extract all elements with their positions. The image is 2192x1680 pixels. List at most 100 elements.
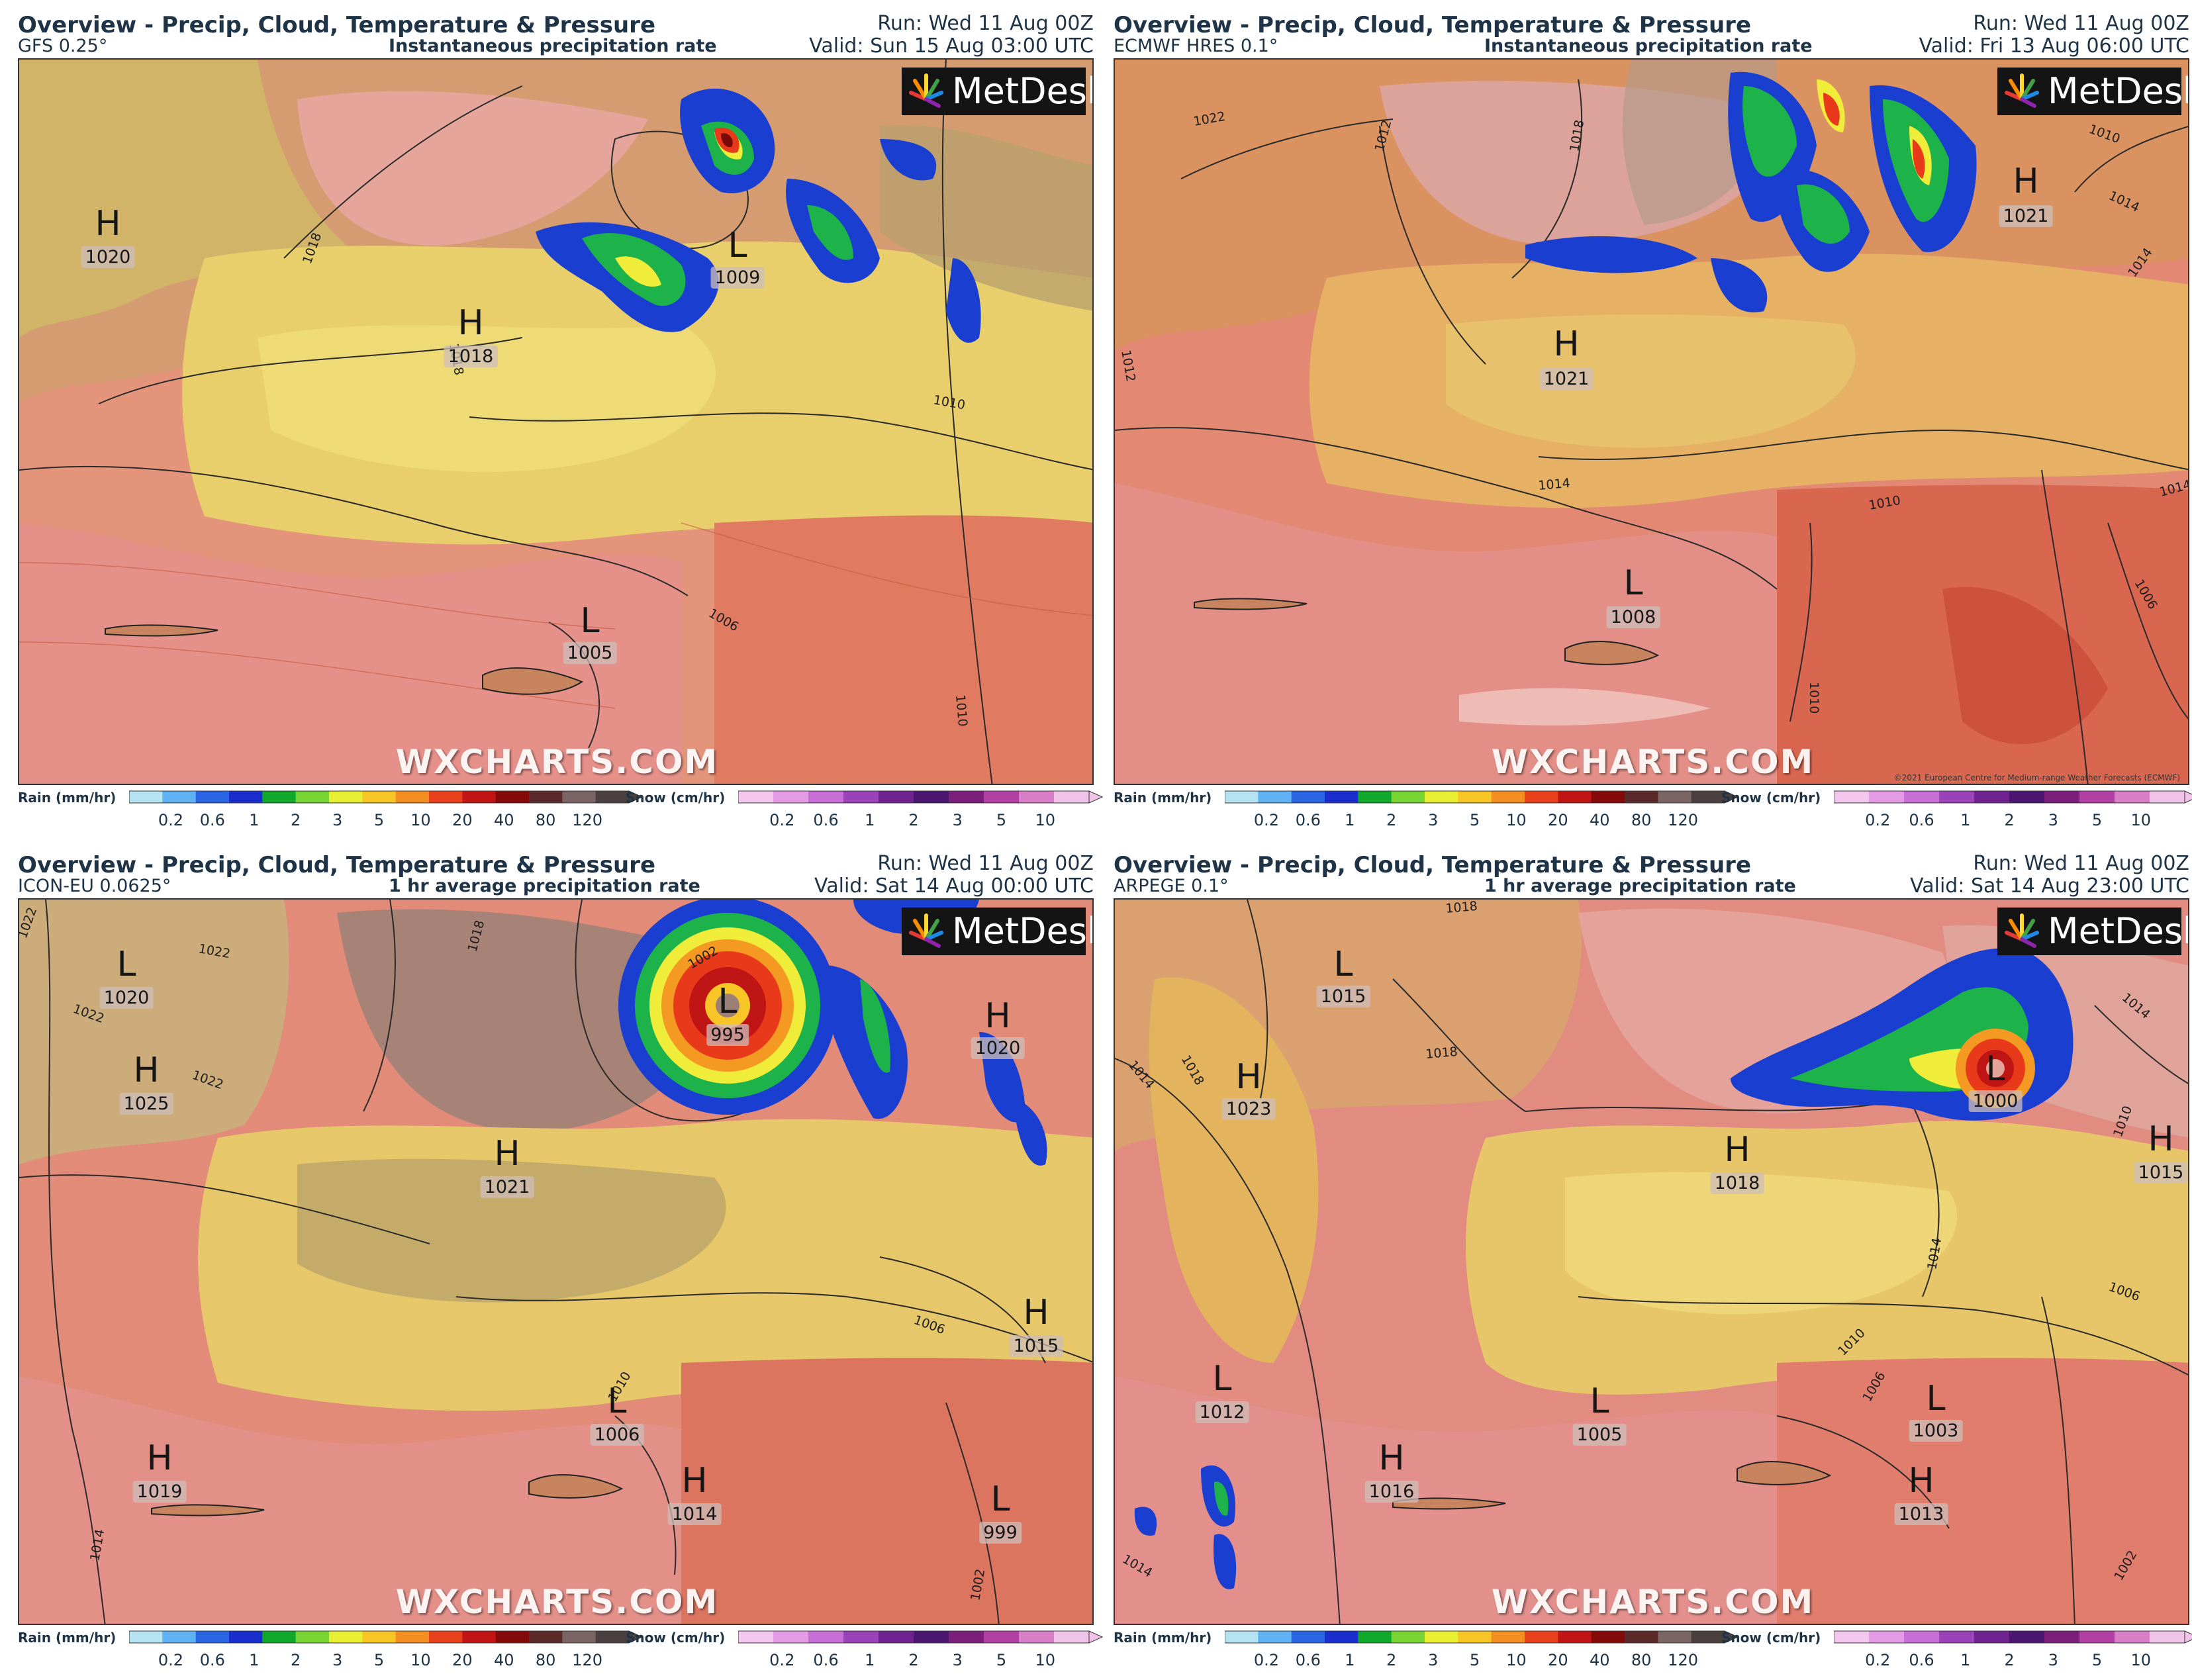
rain-legend-label: Rain (mm/hr) — [18, 790, 117, 806]
colorbar-tick-label: 10 — [1506, 1651, 1527, 1669]
colorbar-segment — [1869, 1631, 1905, 1643]
colorbar-tick-label: 3 — [952, 811, 963, 829]
colorbar-tick-label: 0.2 — [1253, 811, 1279, 829]
colorbar-tick-label: 5 — [373, 1651, 385, 1669]
colorbar-tick-label: 3 — [1427, 1651, 1439, 1669]
colorbar-svg — [128, 790, 643, 804]
pressure-center-value: 1025 — [119, 1093, 173, 1115]
pressure-center-value: 1015 — [1009, 1335, 1063, 1357]
colorbar-segment — [879, 791, 914, 803]
colorbar-segment — [329, 1631, 363, 1643]
colorbar-tick-label: 80 — [1631, 811, 1652, 829]
isobar-label: 1010 — [1807, 682, 1821, 714]
colorbar-segment — [808, 1631, 844, 1643]
map-panel-gfs: Overview - Precip, Cloud, Temperature & … — [18, 12, 1104, 829]
colorbar-frame — [738, 1630, 1090, 1644]
colorbar-segment — [1225, 791, 1259, 803]
colorbar-segment — [562, 791, 596, 803]
pressure-center-type: L — [718, 982, 738, 1021]
precip-legend: Rain (mm/hr) 0.2 0.6 1 2 3 5 10 20 40 80 120 Snow … — [18, 1630, 1104, 1669]
colorbar-tick-label: 2 — [1386, 811, 1397, 829]
colorbar-segment — [1425, 1631, 1458, 1643]
colorbar-tick-label: 20 — [1548, 811, 1568, 829]
panel-title: Overview - Precip, Cloud, Temperature & … — [1114, 12, 1752, 38]
colorbar-segment — [295, 791, 330, 803]
colorbar-segment — [262, 1631, 297, 1643]
colorbar-tick-label: 0.2 — [158, 811, 183, 829]
precip-legend: Rain (mm/hr) 0.2 0.6 1 2 3 5 10 20 40 80 120 Snow … — [1114, 790, 2192, 829]
metdesk-burst-icon — [2005, 73, 2039, 108]
isobar-label: 1018 — [1425, 1045, 1458, 1062]
colorbar-segment — [595, 791, 630, 803]
rain-colorbar — [1224, 1630, 1739, 1644]
colorbar-frame — [128, 1630, 630, 1644]
metdesk-logo: MetDesk — [902, 68, 1092, 115]
pressure-center-type: H — [146, 1438, 173, 1478]
colorbar-tick-label: 0.6 — [1909, 1651, 1934, 1669]
isobar-label: 1014 — [1538, 476, 1571, 493]
precip-subtitle: Instantaneous precipitation rate — [1484, 36, 1813, 56]
pressure-center-type: H — [1553, 324, 1580, 364]
colorbar-tick-label: 0.2 — [769, 811, 795, 829]
colorbar-tick-label: 1 — [249, 811, 260, 829]
pressure-center-value: 1016 — [1364, 1481, 1419, 1503]
pressure-center-type: H — [984, 996, 1011, 1036]
colorbar-segment — [808, 791, 844, 803]
colorbar-tick-label: 2 — [908, 1651, 919, 1669]
colorbar-tick-label: 0.2 — [1865, 811, 1891, 829]
colorbar-svg — [1224, 790, 1739, 804]
colorbar-tick-label: 1 — [1345, 1651, 1355, 1669]
colorbar-segment — [843, 1631, 879, 1643]
precip-subtitle: 1 hr average precipitation rate — [389, 876, 700, 896]
colorbar-segment — [1358, 791, 1392, 803]
colorbar-tick-label: 0.2 — [1865, 1651, 1891, 1669]
colorbar-tick-label: 0.6 — [1295, 811, 1321, 829]
pressure-center-type: L — [990, 1479, 1010, 1519]
colorbar-tick-label: 2 — [2004, 811, 2015, 829]
colorbar-segment — [1225, 1631, 1259, 1643]
colorbar-svg — [1224, 1630, 1739, 1644]
colorbar-segment — [879, 1631, 914, 1643]
rain-legend-label: Rain (mm/hr) — [18, 1630, 117, 1646]
colorbar-tick-label: 80 — [1631, 1651, 1652, 1669]
colorbar-frame — [1224, 790, 1725, 804]
pressure-center-type: H — [1908, 1461, 1934, 1501]
colorbar-svg — [1833, 1630, 2192, 1644]
model-name: GFS 0.25° — [18, 36, 108, 56]
colorbar-extend-arrow — [2184, 790, 2192, 804]
pressure-center-type: H — [95, 204, 121, 244]
weather-map: 1022 1022 1022 1018 1002 1022 1006 1010 … — [18, 898, 1094, 1625]
colorbar-tick-label: 3 — [332, 811, 343, 829]
snow-legend-label: Snow (cm/hr) — [1721, 1630, 1821, 1646]
wxcharts-watermark: WXCHARTS.COM — [1491, 743, 1815, 781]
pressure-center-type: H — [2148, 1119, 2174, 1159]
colorbar-tick-label: 1 — [249, 1651, 260, 1669]
map-base-layer: 1018 1010 1018 1006 1010 — [19, 60, 1092, 784]
colorbar-segment — [295, 1631, 330, 1643]
colorbar-segment — [1054, 1631, 1090, 1643]
colorbar-segment — [1658, 1631, 1692, 1643]
colorbar-tick-label: 3 — [2048, 1651, 2058, 1669]
colorbar-tick-label: 2 — [291, 1651, 301, 1669]
pressure-center-type: L — [580, 601, 600, 641]
colorbar-extend-arrow — [1088, 790, 1104, 804]
pressure-center-value: 1021 — [1539, 368, 1594, 390]
colorbar-segment — [949, 791, 984, 803]
colorbar-segment — [162, 1631, 197, 1643]
colorbar-segment — [984, 1631, 1020, 1643]
pressure-center-type: L — [1212, 1359, 1232, 1399]
pressure-center-type: L — [1333, 945, 1353, 984]
colorbar-segment — [129, 791, 163, 803]
colorbar-segment — [1491, 1631, 1525, 1643]
pressure-center-type: L — [1926, 1379, 1946, 1419]
colorbar-segment — [1691, 1631, 1725, 1643]
colorbar-segment — [462, 1631, 497, 1643]
colorbar-frame — [738, 790, 1090, 804]
colorbar-tick-label: 5 — [1469, 1651, 1480, 1669]
colorbar-segment — [773, 791, 809, 803]
colorbar-segment — [529, 1631, 563, 1643]
metdesk-logo: MetDesk — [1997, 908, 2188, 955]
colorbar-tick-label: 40 — [493, 811, 514, 829]
colorbar-tick-label: 5 — [373, 811, 385, 829]
colorbar-segment — [1658, 791, 1692, 803]
